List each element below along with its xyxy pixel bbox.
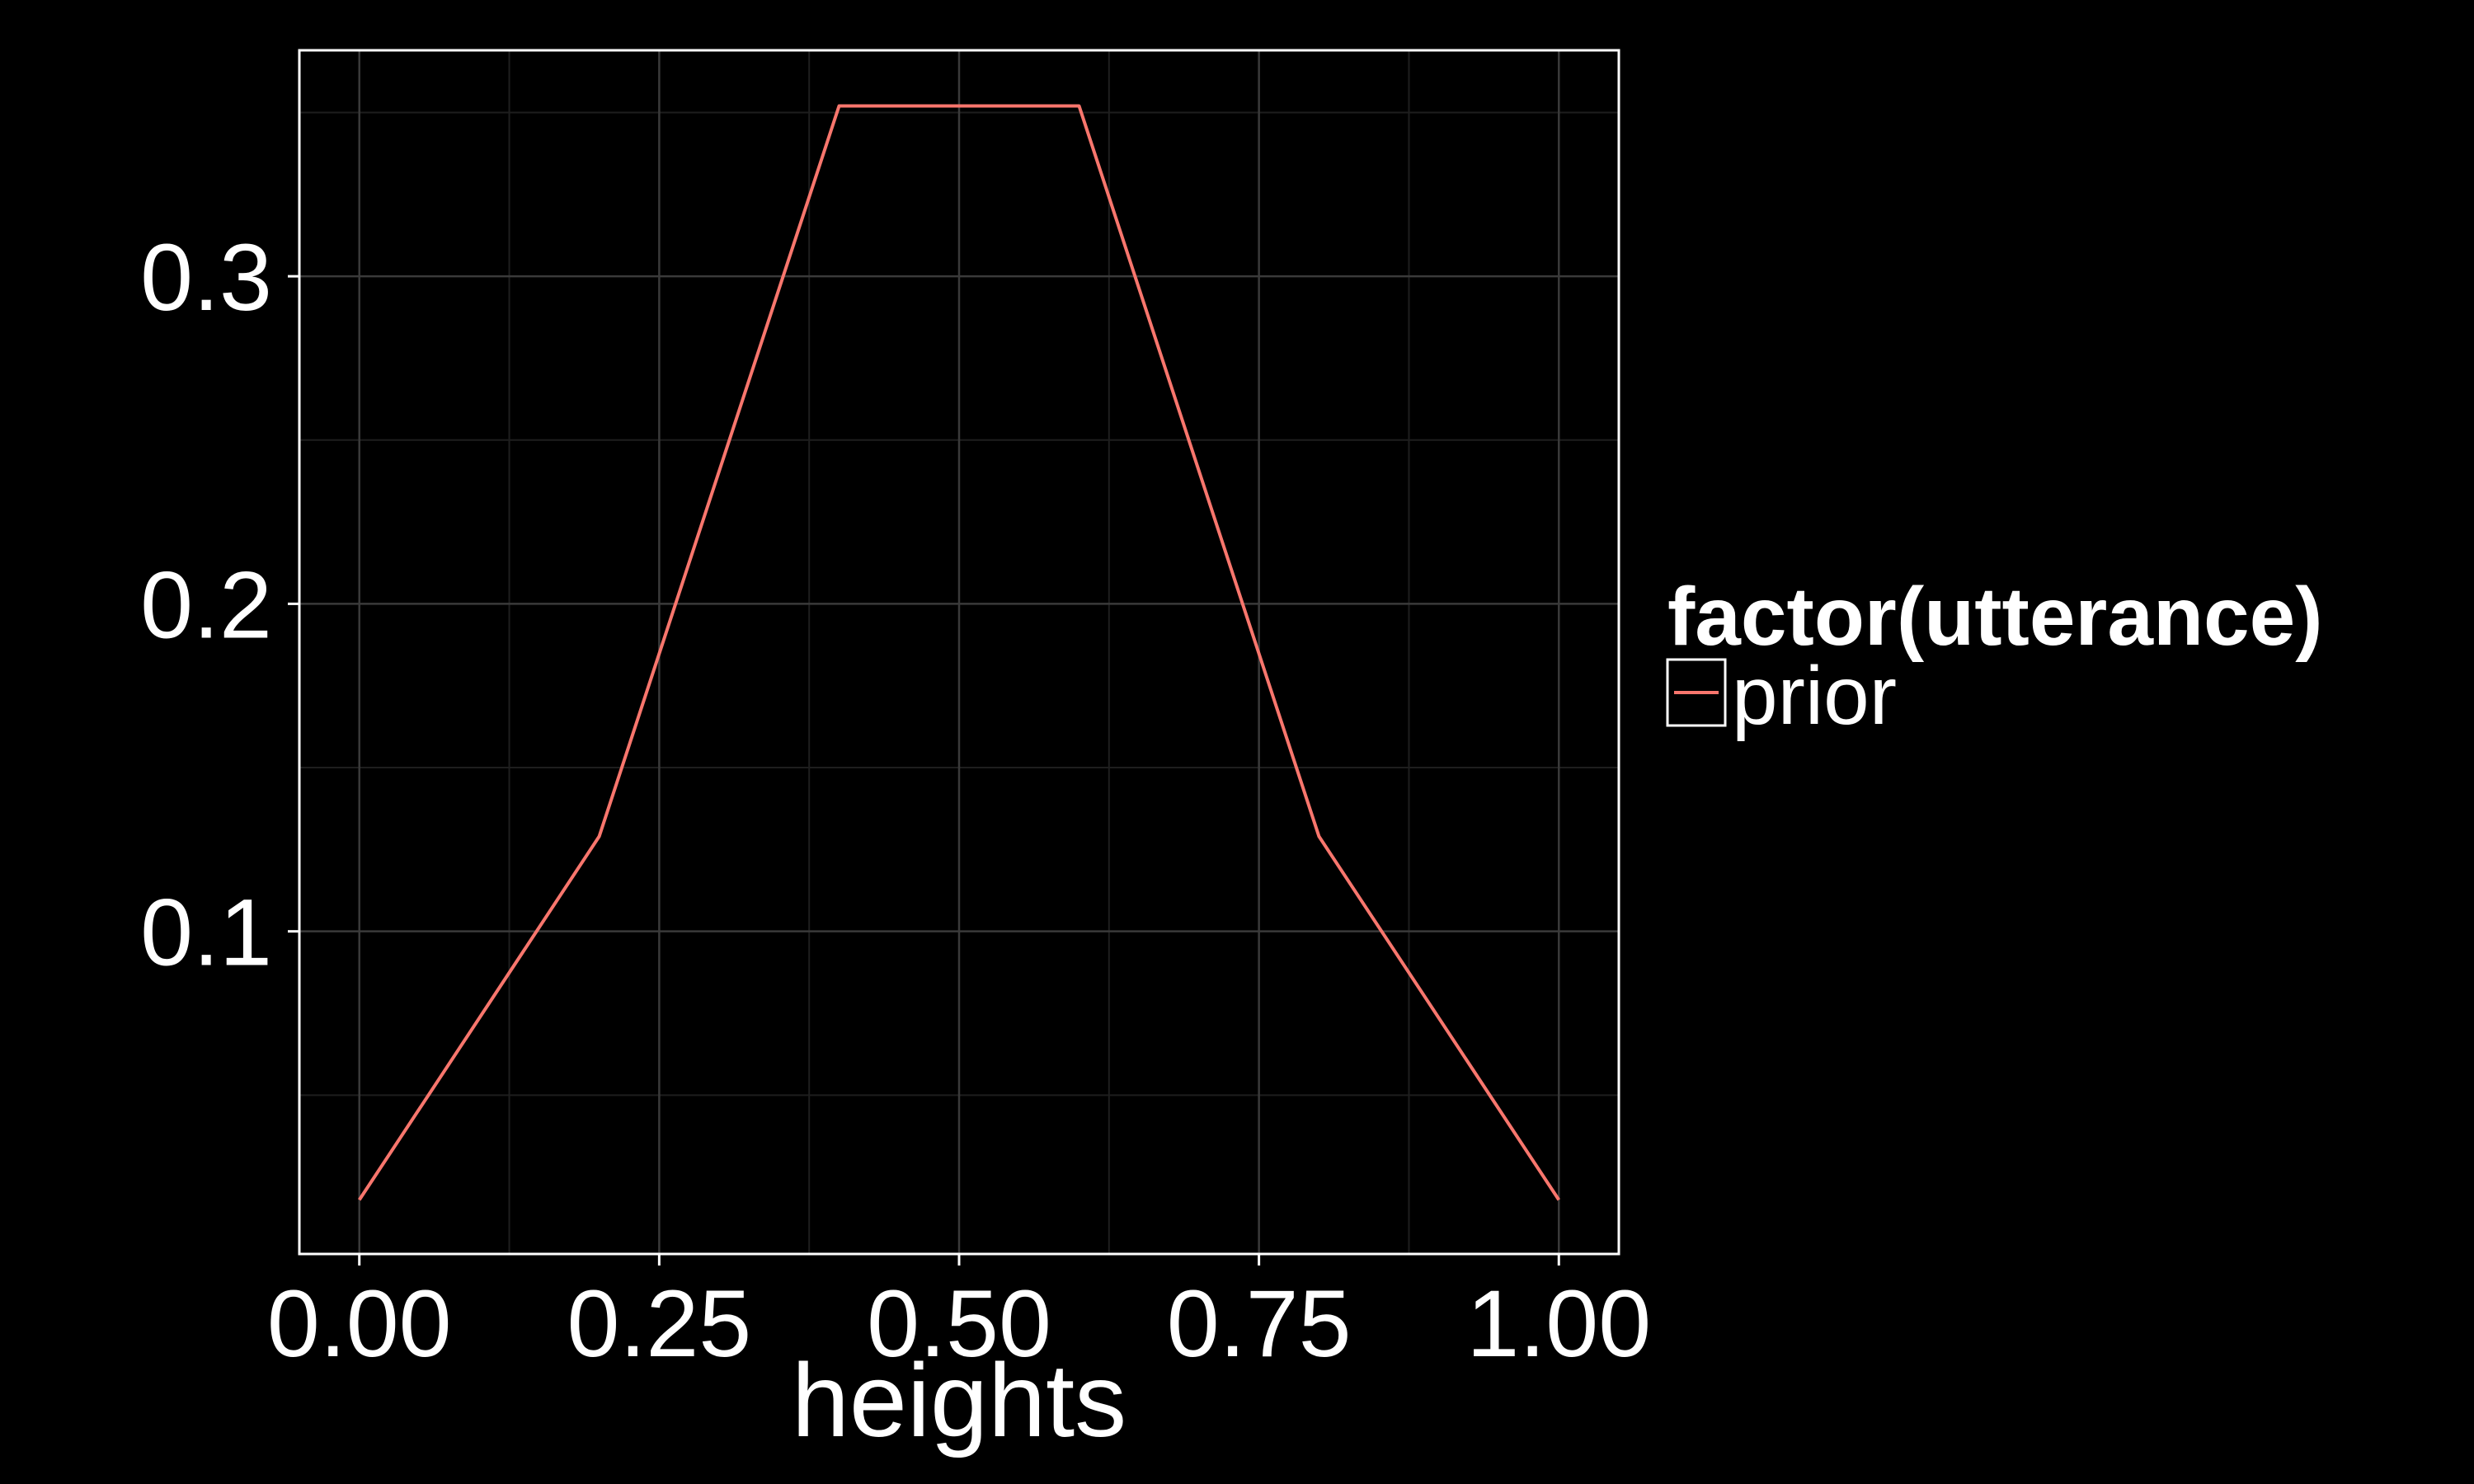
- axes: 0.00 0.25 0.50 0.75 1.00 0.1 0.2 0.3: [140, 225, 1651, 1377]
- x-tick-label: 1.00: [1466, 1271, 1651, 1377]
- x-tick-label: 0.00: [267, 1271, 452, 1377]
- grid: [299, 50, 1619, 1254]
- series-layer: [358, 104, 1560, 1201]
- series-line-prior: [358, 104, 1560, 1201]
- x-tick-label: 0.50: [867, 1271, 1051, 1377]
- y-tick-label: 0.1: [140, 881, 272, 986]
- x-axis-title: heights: [792, 1342, 1126, 1458]
- y-tick-label: 0.3: [140, 225, 272, 331]
- y-tick-label: 0.2: [140, 552, 272, 658]
- x-tick-label: 0.75: [1167, 1271, 1352, 1377]
- x-tick-label: 0.25: [567, 1271, 751, 1377]
- legend-label-prior: prior: [1732, 650, 1897, 742]
- legend: factor(utterance) prior: [1666, 571, 2323, 742]
- legend-title: factor(utterance): [1667, 571, 2323, 663]
